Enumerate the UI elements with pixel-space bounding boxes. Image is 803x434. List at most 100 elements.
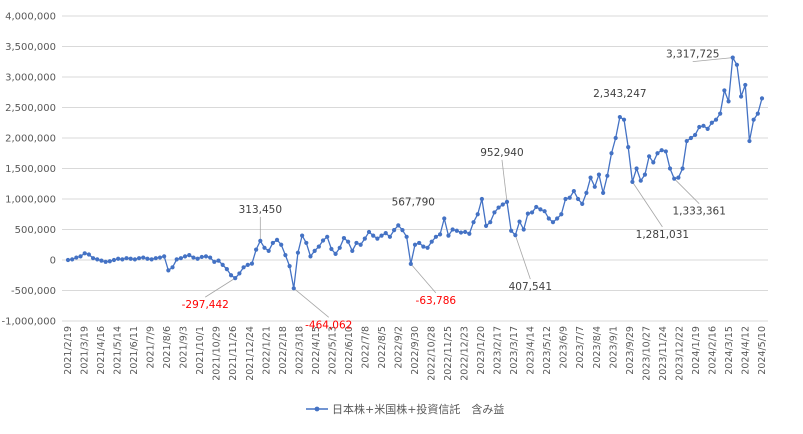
x-tick-label: 2022/2/18: [278, 326, 289, 375]
data-point: [630, 179, 635, 184]
y-tick-label: 1,500,000: [5, 164, 56, 175]
data-point: [513, 233, 518, 238]
data-point: [295, 250, 301, 255]
y-tick-label: 0: [50, 256, 56, 267]
data-point: [713, 117, 719, 122]
x-tick-label: 2021/7/9: [146, 326, 157, 369]
data-point: [734, 62, 740, 67]
annotation-label: 1,281,031: [636, 229, 689, 241]
data-point: [659, 148, 664, 153]
x-tick-label: 2021/3/19: [80, 326, 91, 375]
data-point: [300, 233, 305, 238]
x-tick-label: 2023/12/22: [674, 326, 685, 381]
x-tick-label: 2022/10/28: [427, 326, 438, 381]
data-point: [471, 220, 476, 225]
data-point: [500, 202, 505, 207]
series-line: [67, 55, 763, 289]
data-point: [216, 258, 221, 263]
data-point: [308, 254, 313, 259]
data-point: [751, 117, 756, 122]
x-tick-label: 2021/6/11: [129, 326, 140, 375]
x-tick-label: 2023/2/17: [493, 326, 504, 375]
data-point: [479, 196, 484, 202]
x-tick-label: 2022/8/5: [377, 326, 388, 369]
data-point: [529, 210, 535, 215]
data-point: [592, 184, 597, 189]
data-point: [341, 235, 347, 241]
data-point: [136, 256, 142, 261]
data-point: [245, 262, 250, 267]
series-line-path: [67, 55, 763, 289]
data-point: [383, 231, 388, 236]
x-tick-label: 2023/1/20: [476, 326, 487, 375]
legend-label: 日本株+米国株+投資信託 含み益: [332, 402, 504, 416]
data-point: [542, 209, 547, 214]
data-point: [404, 234, 409, 239]
data-point: [262, 245, 267, 250]
data-point: [446, 233, 451, 238]
x-tick-label: 2022/3/18: [294, 326, 305, 375]
data-point: [379, 233, 384, 238]
data-point: [270, 240, 275, 246]
data-point: [70, 257, 75, 262]
x-tick-label: 2021/8/6: [162, 326, 173, 369]
x-tick-label: 2021/9/3: [179, 326, 190, 369]
data-point: [571, 188, 576, 194]
data-point: [701, 123, 706, 128]
data-point: [249, 261, 255, 266]
x-tick-label: 2022/5/13: [327, 326, 338, 375]
data-point: [224, 267, 229, 272]
x-tick-label: 2023/9/1: [608, 326, 619, 369]
data-point: [254, 247, 259, 252]
x-tick-label: 2023/4/14: [526, 326, 537, 375]
data-point: [596, 172, 602, 177]
x-tick-label: 2023/10/27: [641, 326, 652, 381]
data-point: [287, 264, 292, 269]
data-point: [145, 256, 150, 261]
y-tick-label: -500,000: [11, 286, 56, 297]
x-tick-label: 2022/9/30: [410, 326, 421, 375]
data-point: [187, 253, 192, 258]
x-tick-label: 2022/9/2: [393, 326, 404, 369]
data-point: [475, 212, 480, 217]
x-tick-label: 2021/11/26: [228, 326, 239, 381]
annotation-leader-line: [205, 277, 236, 298]
x-tick-label: 2022/12/23: [460, 326, 471, 381]
data-point: [684, 138, 689, 144]
y-tick-label: 4,000,000: [5, 12, 56, 23]
data-point: [391, 228, 397, 233]
x-tick-label: 2021/10/29: [212, 326, 223, 381]
data-point: [567, 195, 572, 200]
data-point: [709, 120, 714, 125]
data-point: [291, 286, 296, 291]
data-point: [191, 255, 196, 260]
x-tick-label: 2024/2/16: [707, 326, 718, 375]
data-point: [90, 256, 96, 261]
data-point: [521, 227, 526, 232]
annotations: -297,442 313,450 -464,062 567,790 -63,786 952…: [182, 49, 726, 332]
data-point: [613, 135, 618, 141]
annotation-label: -297,442: [182, 299, 229, 311]
annotation-leader-line: [514, 235, 531, 280]
data-point: [672, 176, 677, 181]
data-point: [120, 257, 125, 262]
data-point: [575, 196, 581, 202]
annotation-label: 3,317,725: [666, 49, 719, 61]
data-point: [458, 230, 464, 235]
data-point: [534, 204, 539, 210]
data-point: [488, 220, 493, 225]
data-point: [166, 268, 171, 273]
data-point: [408, 261, 413, 266]
data-point: [609, 151, 614, 156]
data-point: [371, 233, 376, 238]
data-point: [546, 216, 551, 221]
data-point: [580, 201, 585, 206]
data-point: [366, 229, 372, 235]
data-point: [525, 211, 530, 216]
data-point: [153, 256, 158, 261]
y-tick-label: 3,000,000: [5, 73, 56, 84]
data-point: [274, 237, 280, 242]
x-tick-label: 2023/7/7: [575, 326, 586, 369]
data-point: [337, 245, 342, 250]
